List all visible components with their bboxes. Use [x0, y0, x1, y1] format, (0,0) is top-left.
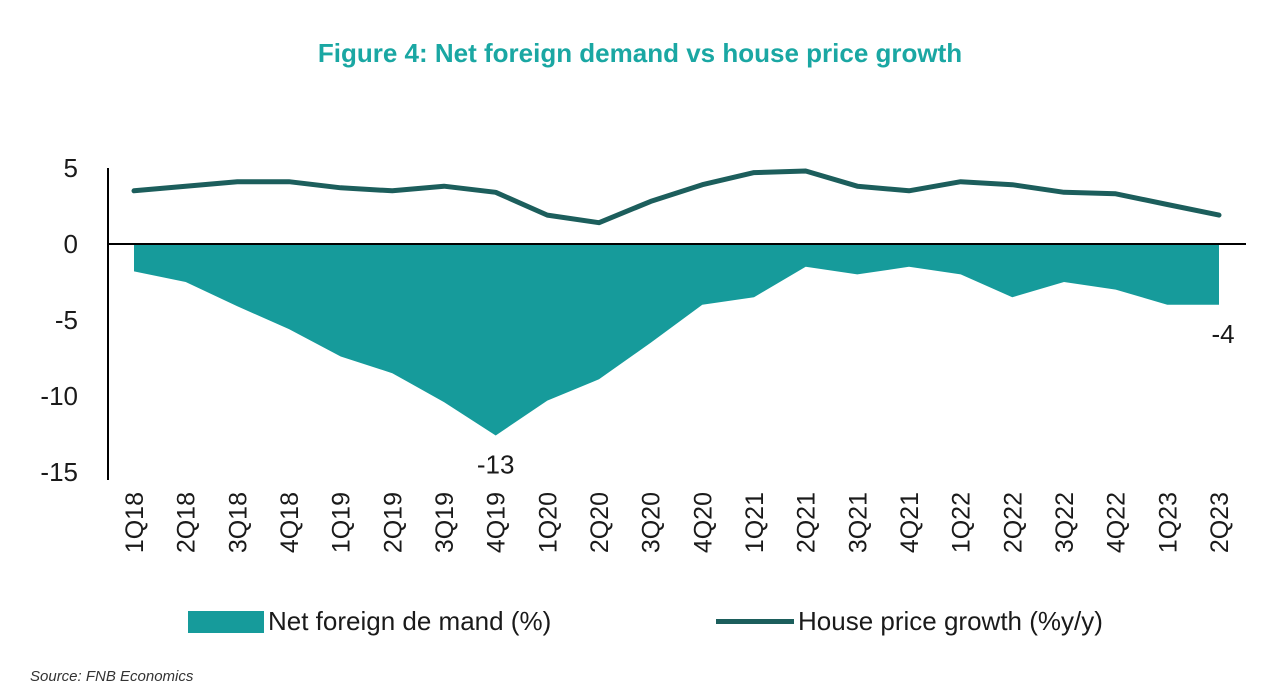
- legend-label-net-foreign-demand: Net foreign de mand (%): [268, 606, 552, 636]
- y-tick-label: -15: [40, 457, 78, 487]
- legend-item-house-price-growth[interactable]: House price growth (%y/y): [716, 606, 1103, 637]
- x-tick-label: 3Q18: [224, 492, 252, 553]
- x-tick-label: 2Q18: [173, 492, 201, 553]
- legend-label-house-price-growth: House price growth (%y/y): [798, 606, 1103, 636]
- legend: Net foreign de mand (%) House price grow…: [0, 606, 1280, 646]
- house-price-growth-line: [131, 168, 1222, 226]
- chart-title: Figure 4: Net foreign demand vs house pr…: [317, 38, 963, 68]
- data-label: -13: [477, 450, 515, 480]
- x-tick-label: 2Q23: [1206, 492, 1234, 553]
- x-tick-label: 1Q21: [741, 492, 769, 553]
- x-tick-label: 1Q18: [121, 492, 149, 553]
- y-tick-label: 5: [64, 153, 78, 183]
- data-labels: -13 -4: [477, 319, 1235, 480]
- x-tick-label: 1Q20: [534, 492, 562, 553]
- x-tick-label: 2Q20: [586, 492, 614, 553]
- x-tick-label: 4Q20: [689, 492, 717, 553]
- x-tick-label: 3Q20: [638, 492, 666, 553]
- source-note: Source: FNB Economics: [30, 668, 194, 685]
- y-tick-label: 0: [64, 229, 78, 259]
- x-tick-label: 4Q21: [896, 492, 924, 553]
- y-axis-ticks: 5 0 -5 -10 -15: [40, 153, 78, 487]
- x-tick-label: 2Q21: [793, 492, 821, 553]
- x-tick-label: 3Q22: [1051, 492, 1079, 553]
- x-tick-label: 4Q19: [483, 492, 511, 553]
- house-price-growth-line-series: [131, 168, 1222, 226]
- legend-line-swatch: [716, 619, 794, 624]
- x-tick-label: 2Q19: [379, 492, 407, 553]
- y-tick-label: -5: [55, 305, 78, 335]
- y-tick-label: -10: [40, 381, 78, 411]
- legend-item-net-foreign-demand[interactable]: Net foreign de mand (%): [188, 606, 551, 637]
- x-tick-label: 1Q22: [948, 492, 976, 553]
- x-axis-ticks: 1Q18 2Q18 3Q18 4Q18 1Q19 2Q19 3Q19 4Q19 1Q20 2Q20…: [121, 492, 1234, 553]
- x-tick-label: 3Q19: [431, 492, 459, 553]
- x-tick-label: 3Q21: [844, 492, 872, 553]
- x-tick-label: 1Q19: [328, 492, 356, 553]
- x-tick-label: 1Q23: [1154, 492, 1182, 553]
- chart: 5 0 -5 -10 -15 1Q18 2Q18 3Q18 4Q18 1Q19 2Q19 3Q19 4…: [40, 153, 1246, 553]
- net-foreign-demand-area: [134, 244, 1219, 436]
- x-tick-label: 4Q18: [276, 492, 304, 553]
- data-label: -4: [1211, 319, 1234, 349]
- axes: [107, 168, 1246, 480]
- legend-area-swatch: [188, 610, 264, 633]
- x-tick-label: 2Q22: [999, 492, 1027, 553]
- x-tick-label: 4Q22: [1103, 492, 1131, 553]
- net-foreign-demand-area-series: [133, 244, 1220, 436]
